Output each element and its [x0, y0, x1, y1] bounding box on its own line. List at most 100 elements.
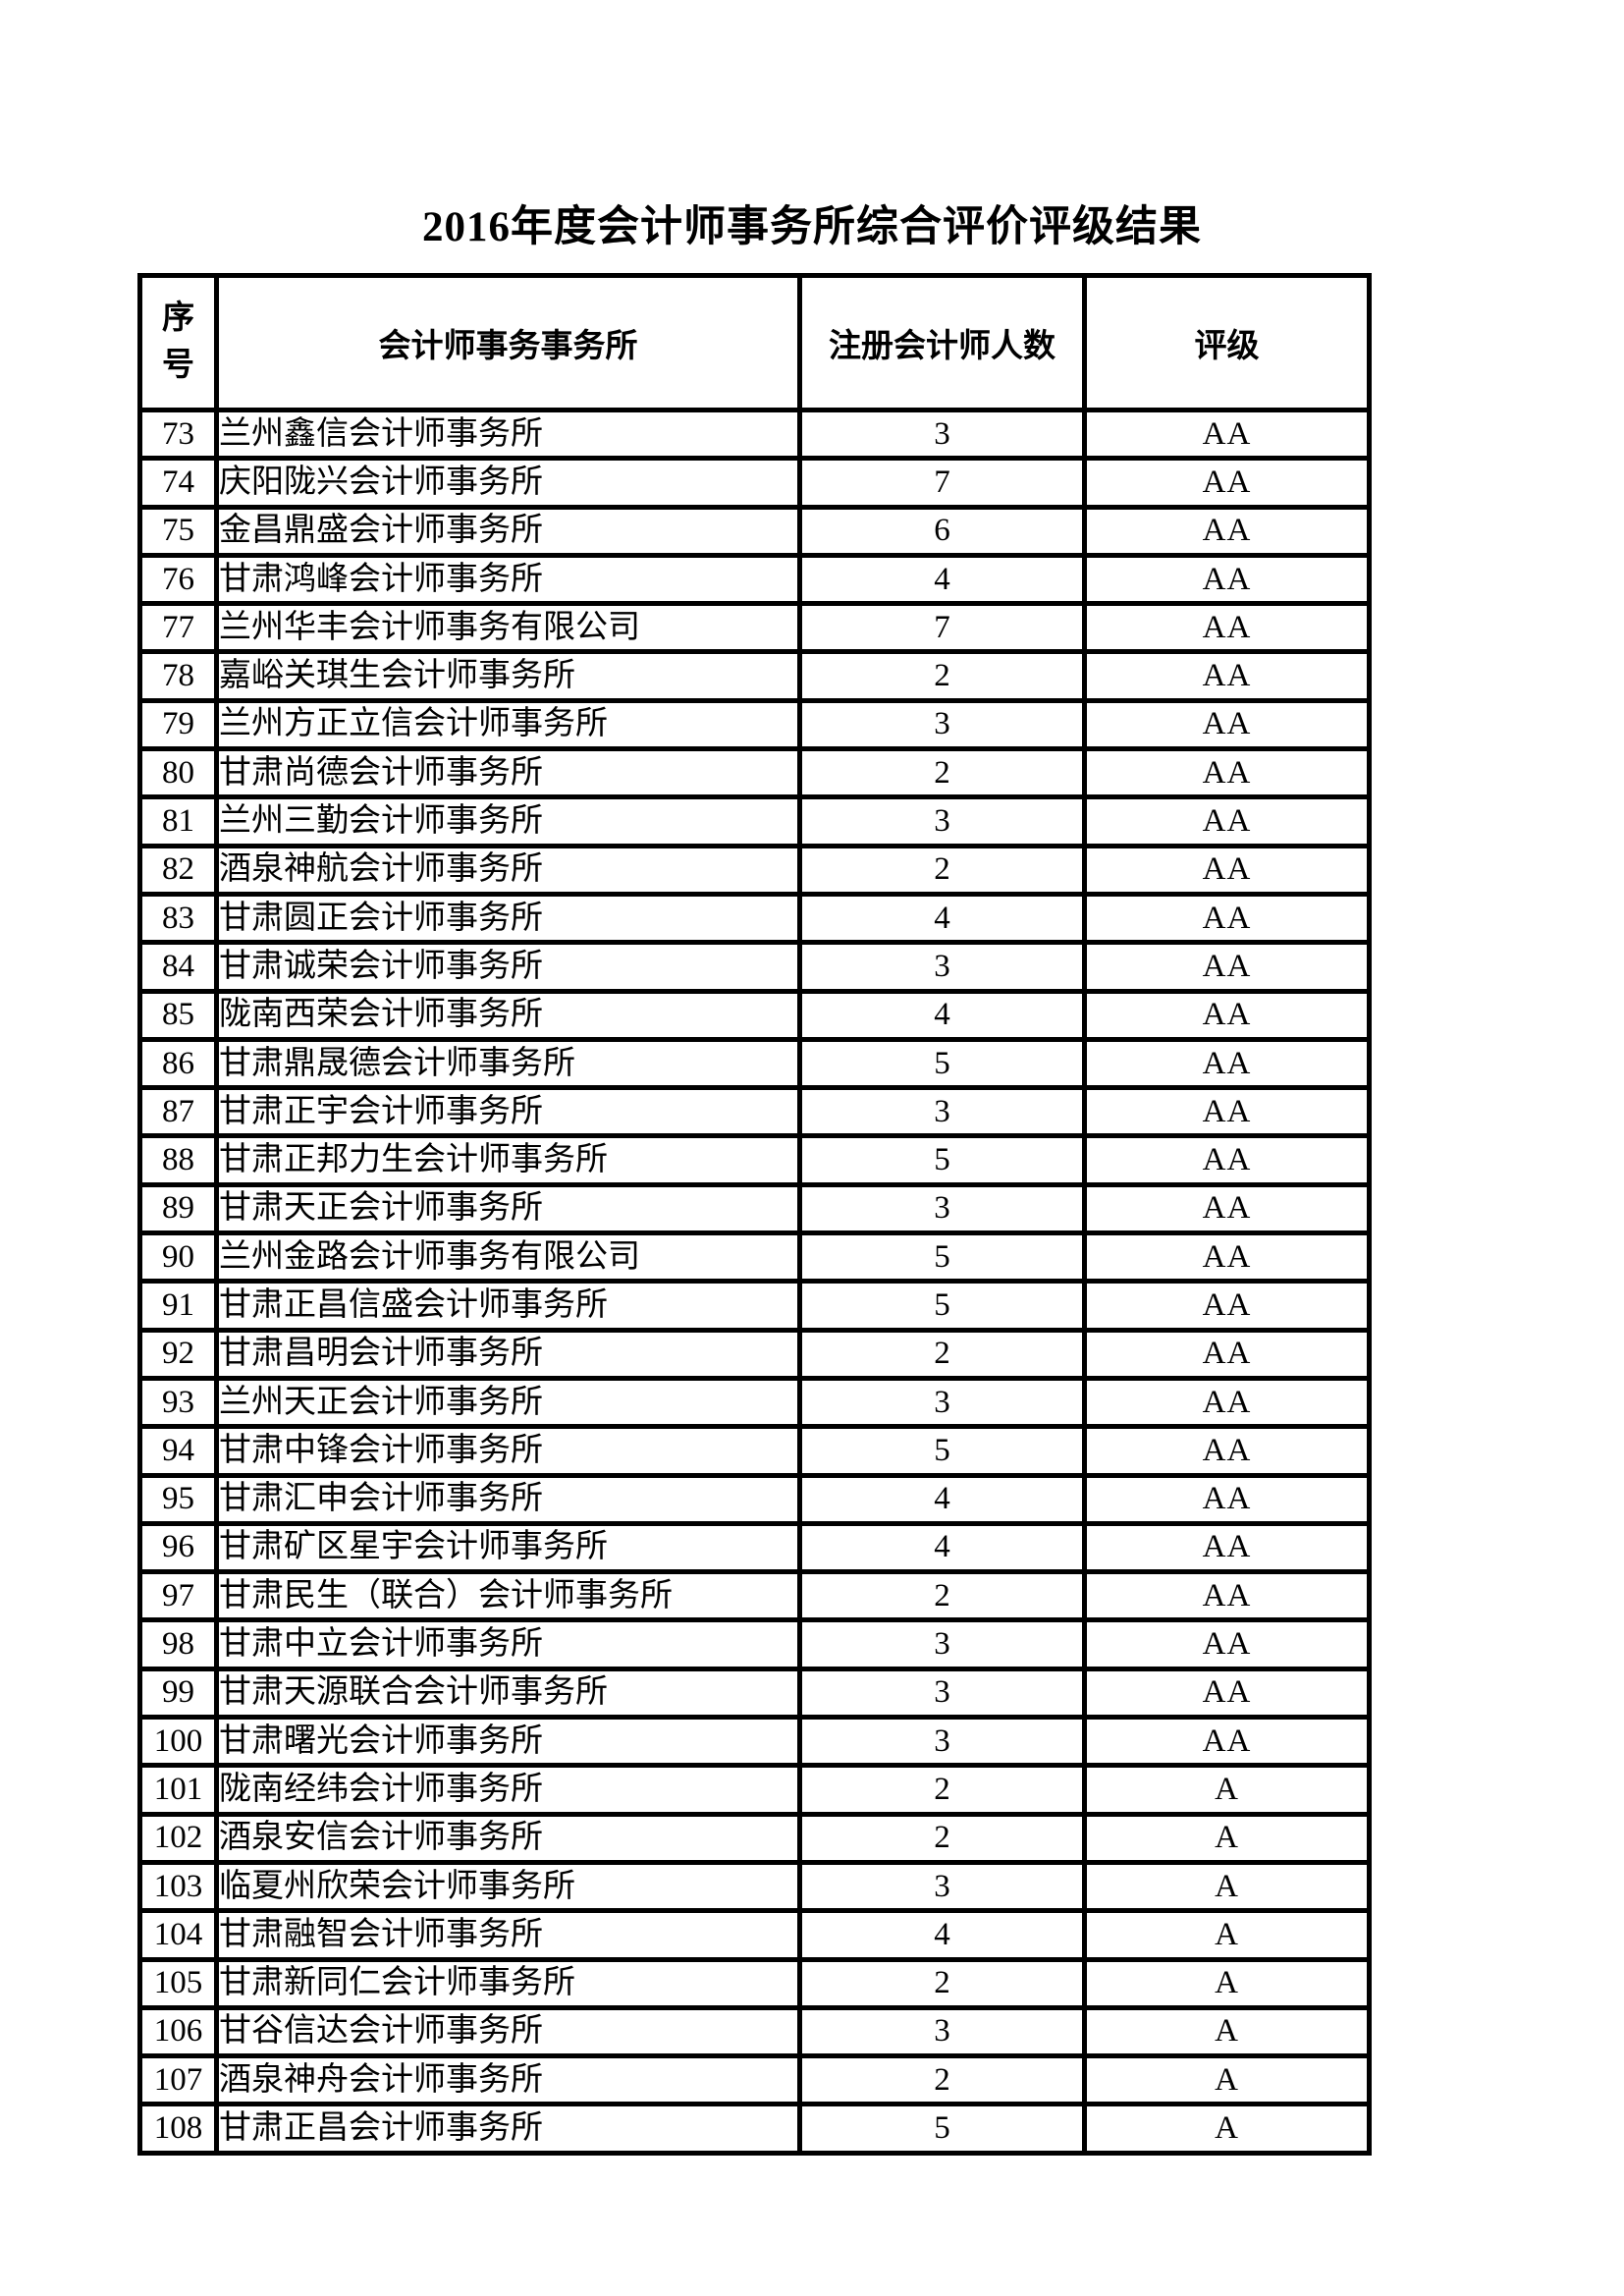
cell-index: 73: [137, 407, 219, 462]
cell-index: 78: [137, 649, 219, 703]
cell-index: 81: [137, 794, 219, 848]
cell-cpa-count: 7: [797, 456, 1087, 510]
cell-rating: AA: [1082, 843, 1372, 897]
cell-cpa-count: 2: [797, 1569, 1087, 1623]
cell-cpa-count: 5: [797, 2102, 1087, 2156]
cell-firm-name: 甘肃天正会计师事务所: [214, 1181, 802, 1236]
cell-firm-name: 嘉峪关琪生会计师事务所: [214, 649, 802, 703]
table-row: 98 甘肃中立会计师事务所 3 AA: [137, 1617, 1372, 1671]
cell-firm-name: 甘肃正昌信盛会计师事务所: [214, 1279, 802, 1333]
cell-rating: AA: [1082, 407, 1372, 462]
cell-cpa-count: 2: [797, 746, 1087, 800]
cell-firm-name: 甘肃融智会计师事务所: [214, 1908, 802, 1962]
cell-index: 107: [137, 2053, 219, 2107]
cell-index: 88: [137, 1133, 219, 1187]
table-row: 81 兰州三勤会计师事务所 3 AA: [137, 794, 1372, 848]
cell-rating: AA: [1082, 1181, 1372, 1236]
cell-index: 87: [137, 1085, 219, 1139]
cell-cpa-count: 5: [797, 1279, 1087, 1333]
cell-firm-name: 甘肃鸿峰会计师事务所: [214, 552, 802, 607]
cell-rating: A: [1082, 1908, 1372, 1962]
table-row: 97 甘肃民生（联合）会计师事务所 2 AA: [137, 1569, 1372, 1623]
cell-cpa-count: 7: [797, 601, 1087, 655]
column-header-index: 序号: [137, 273, 219, 412]
table-row: 90 兰州金路会计师事务有限公司 5 AA: [137, 1230, 1372, 1285]
cell-cpa-count: 4: [797, 891, 1087, 946]
cell-cpa-count: 3: [797, 1617, 1087, 1671]
cell-index: 92: [137, 1327, 219, 1381]
cell-index: 84: [137, 940, 219, 994]
rating-results-table: 序号 会计师事务事务所 注册会计师人数 评级 73 兰州鑫信会计师事务所 3 A…: [137, 273, 1372, 2156]
header-row: 序号 会计师事务事务所 注册会计师人数 评级: [137, 273, 1372, 412]
cell-firm-name: 陇南西荣会计师事务所: [214, 988, 802, 1042]
table-row: 83 甘肃圆正会计师事务所 4 AA: [137, 891, 1372, 946]
cell-index: 105: [137, 1956, 219, 2010]
cell-firm-name: 甘肃中立会计师事务所: [214, 1617, 802, 1671]
table-row: 107 酒泉神舟会计师事务所 2 A: [137, 2053, 1372, 2107]
cell-cpa-count: 4: [797, 552, 1087, 607]
cell-firm-name: 甘肃中锋会计师事务所: [214, 1424, 802, 1478]
table-row: 93 兰州天正会计师事务所 3 AA: [137, 1375, 1372, 1430]
cell-index: 104: [137, 1908, 219, 1962]
table-row: 75 金昌鼎盛会计师事务所 6 AA: [137, 504, 1372, 558]
table-row: 87 甘肃正宇会计师事务所 3 AA: [137, 1085, 1372, 1139]
cell-index: 86: [137, 1036, 219, 1091]
cell-rating: AA: [1082, 456, 1372, 510]
cell-rating: AA: [1082, 891, 1372, 946]
table-row: 92 甘肃昌明会计师事务所 2 AA: [137, 1327, 1372, 1381]
cell-cpa-count: 2: [797, 649, 1087, 703]
table-row: 106 甘谷信达会计师事务所 3 A: [137, 2004, 1372, 2059]
cell-index: 99: [137, 1666, 219, 1721]
cell-cpa-count: 3: [797, 1715, 1087, 1769]
cell-firm-name: 兰州天正会计师事务所: [214, 1375, 802, 1430]
cell-rating: AA: [1082, 649, 1372, 703]
cell-firm-name: 酒泉神舟会计师事务所: [214, 2053, 802, 2107]
table-row: 91 甘肃正昌信盛会计师事务所 5 AA: [137, 1279, 1372, 1333]
table-row: 104 甘肃融智会计师事务所 4 A: [137, 1908, 1372, 1962]
cell-index: 80: [137, 746, 219, 800]
cell-firm-name: 兰州华丰会计师事务有限公司: [214, 601, 802, 655]
cell-firm-name: 甘肃民生（联合）会计师事务所: [214, 1569, 802, 1623]
cell-cpa-count: 3: [797, 1181, 1087, 1236]
cell-cpa-count: 5: [797, 1424, 1087, 1478]
cell-cpa-count: 6: [797, 504, 1087, 558]
cell-rating: AA: [1082, 1375, 1372, 1430]
cell-index: 100: [137, 1715, 219, 1769]
cell-cpa-count: 4: [797, 1520, 1087, 1575]
cell-index: 77: [137, 601, 219, 655]
cell-cpa-count: 4: [797, 1472, 1087, 1526]
cell-index: 106: [137, 2004, 219, 2059]
cell-index: 97: [137, 1569, 219, 1623]
cell-firm-name: 甘肃诚荣会计师事务所: [214, 940, 802, 994]
cell-rating: AA: [1082, 1520, 1372, 1575]
cell-rating: AA: [1082, 552, 1372, 607]
cell-index: 74: [137, 456, 219, 510]
cell-index: 103: [137, 1859, 219, 1914]
cell-cpa-count: 2: [797, 1811, 1087, 1865]
cell-cpa-count: 3: [797, 697, 1087, 752]
cell-cpa-count: 3: [797, 794, 1087, 848]
column-header-index-label: 序号: [162, 301, 194, 383]
cell-rating: A: [1082, 2102, 1372, 2156]
cell-rating: A: [1082, 2004, 1372, 2059]
cell-rating: AA: [1082, 1327, 1372, 1381]
table-row: 73 兰州鑫信会计师事务所 3 AA: [137, 407, 1372, 462]
table-row: 99 甘肃天源联合会计师事务所 3 AA: [137, 1666, 1372, 1721]
cell-index: 89: [137, 1181, 219, 1236]
cell-cpa-count: 2: [797, 1763, 1087, 1817]
cell-index: 91: [137, 1279, 219, 1333]
cell-index: 79: [137, 697, 219, 752]
cell-firm-name: 甘肃正邦力生会计师事务所: [214, 1133, 802, 1187]
cell-cpa-count: 5: [797, 1036, 1087, 1091]
cell-index: 83: [137, 891, 219, 946]
cell-firm-name: 甘肃曙光会计师事务所: [214, 1715, 802, 1769]
table-row: 103 临夏州欣荣会计师事务所 3 A: [137, 1859, 1372, 1914]
cell-index: 102: [137, 1811, 219, 1865]
cell-firm-name: 甘肃正昌会计师事务所: [214, 2102, 802, 2156]
cell-rating: AA: [1082, 940, 1372, 994]
cell-firm-name: 甘肃昌明会计师事务所: [214, 1327, 802, 1381]
cell-firm-name: 酒泉神航会计师事务所: [214, 843, 802, 897]
table-row: 94 甘肃中锋会计师事务所 5 AA: [137, 1424, 1372, 1478]
table-row: 86 甘肃鼎晟德会计师事务所 5 AA: [137, 1036, 1372, 1091]
cell-rating: AA: [1082, 1279, 1372, 1333]
